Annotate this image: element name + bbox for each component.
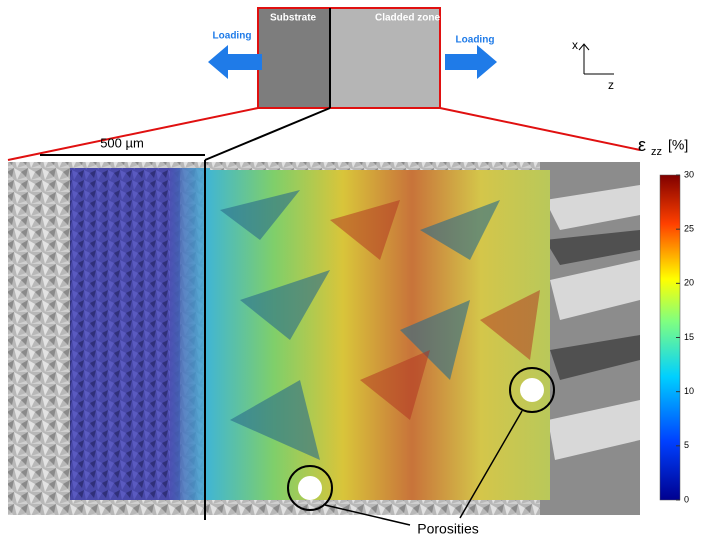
loading-label: Loading bbox=[213, 31, 252, 42]
porosity bbox=[298, 476, 322, 500]
axis-z-label: z bbox=[608, 78, 614, 92]
substrate-label: Substrate bbox=[270, 13, 317, 24]
annotation: Porosities bbox=[417, 521, 478, 537]
colorbar-subscript: zz bbox=[651, 146, 662, 158]
loading-label: Loading bbox=[456, 35, 495, 46]
map-haz bbox=[70, 168, 180, 500]
colorbar-tick-label: 10 bbox=[684, 386, 694, 396]
colorbar-tick-label: 30 bbox=[684, 169, 694, 179]
colorbar-tick-label: 15 bbox=[684, 332, 694, 342]
zoom-line bbox=[8, 108, 258, 160]
colorbar-tick-label: 5 bbox=[684, 440, 689, 450]
axis-x-label: x bbox=[572, 38, 578, 52]
colorbar-tick-label: 0 bbox=[684, 494, 689, 504]
cladded-label: Cladded zone bbox=[375, 13, 440, 24]
zoom-line bbox=[440, 108, 640, 150]
colorbar-tick-label: 20 bbox=[684, 278, 694, 288]
colorbar-symbol: ε bbox=[638, 135, 646, 155]
arrow-right bbox=[445, 45, 497, 79]
arrow-left bbox=[208, 45, 262, 79]
scale-bar-label: 500 µm bbox=[100, 135, 144, 150]
porosity bbox=[520, 378, 544, 402]
colorbar-unit: [%] bbox=[668, 137, 688, 153]
axes-icon bbox=[579, 44, 614, 74]
figure: Substrate Cladded zone Loading Loading x… bbox=[0, 0, 702, 542]
clad-block bbox=[330, 8, 368, 108]
colorbar-tick-label: 25 bbox=[684, 224, 694, 234]
